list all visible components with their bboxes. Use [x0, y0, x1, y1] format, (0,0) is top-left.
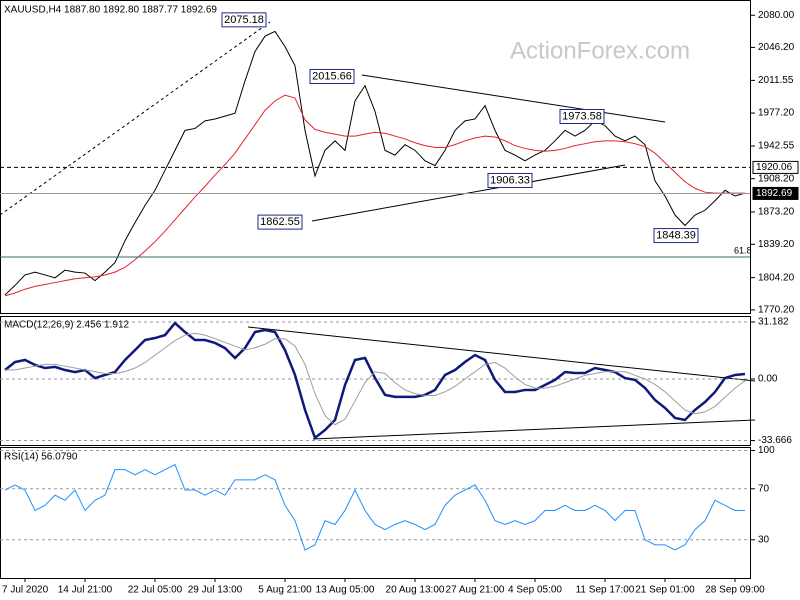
trend-line	[312, 419, 756, 440]
x-tick-label: 13 Aug 05:00	[316, 585, 375, 596]
y-tick-label: -33.666	[758, 435, 792, 446]
y-tick-label: 31.182	[758, 317, 789, 328]
x-tick-label: 11 Sep 17:00	[576, 585, 635, 596]
trend-line	[0, 21, 271, 216]
fib-label: 61.8	[734, 245, 752, 255]
x-tick-label: 7 Jul 2020	[2, 585, 49, 596]
x-tick-label: 4 Sep 05:00	[508, 585, 562, 596]
annotation-box	[309, 68, 355, 84]
y-tick-label: 2080.00	[758, 10, 795, 21]
annotation-label: 1862.55	[260, 216, 300, 228]
annotation-label: 2015.66	[312, 70, 352, 82]
y-tick-label: 2011.55	[758, 75, 794, 86]
y-tick-label: 100	[758, 445, 775, 456]
x-tick-label: 28 Sep 09:00	[705, 585, 765, 596]
price-line-box	[752, 186, 799, 200]
annotation-box	[559, 108, 605, 124]
price-line-box	[752, 160, 799, 174]
x-tick-label: 22 Jul 05:00	[128, 585, 183, 596]
y-tick-label: 1977.20	[758, 108, 795, 119]
price-line-label: 1920.06	[756, 162, 793, 173]
trend-line	[247, 326, 756, 382]
price-title: XAUUSD,H4 1887.80 1892.80 1887.77 1892.6…	[4, 5, 217, 16]
macd-title: MACD(12,26,9) 2.456 1.912	[4, 320, 130, 331]
x-tick-label: 29 Jul 13:00	[188, 585, 243, 596]
annotation-box	[257, 214, 303, 230]
series-line	[5, 332, 746, 426]
x-tick-label: 21 Sep 01:00	[635, 585, 695, 596]
annotation-box	[653, 228, 699, 244]
annotation-label: 1848.39	[656, 229, 696, 241]
annotation-box	[221, 12, 267, 28]
x-tick-label: 20 Aug 13:00	[386, 585, 445, 596]
y-tick-label: 30	[758, 534, 770, 545]
series-line	[4, 94, 745, 297]
y-tick-label: 1770.20	[758, 305, 795, 316]
y-tick-label: 1873.20	[758, 207, 795, 218]
rsi-title: RSI(14) 56.0790	[4, 452, 78, 463]
y-tick-label: 70	[758, 483, 770, 494]
x-tick-label: 27 Aug 21:00	[446, 585, 505, 596]
y-tick-label: 1908.20	[758, 173, 795, 184]
series-line	[4, 463, 745, 551]
annotation-label: 2075.18	[224, 14, 264, 26]
y-tick-label: 1839.20	[758, 239, 795, 250]
rsi-panel-frame	[0, 447, 751, 579]
series-line	[4, 321, 746, 440]
price-line-label: 1892.69	[756, 188, 793, 199]
y-tick-label: 2046.20	[758, 42, 795, 53]
x-tick-label: 14 Jul 21:00	[58, 585, 113, 596]
x-tick-label: 5 Aug 21:00	[258, 585, 312, 596]
y-tick-label: 0.00	[758, 374, 778, 385]
annotation-label: 1906.33	[490, 174, 530, 186]
trend-line	[361, 74, 666, 123]
series-line	[4, 30, 746, 296]
watermark: ActionForex.com	[510, 37, 690, 64]
annotation-label: 1973.58	[562, 110, 602, 122]
price-panel-frame	[0, 0, 751, 314]
y-tick-label: 1804.20	[758, 272, 795, 283]
annotation-box	[487, 172, 533, 188]
y-tick-label: 1942.55	[758, 141, 795, 152]
